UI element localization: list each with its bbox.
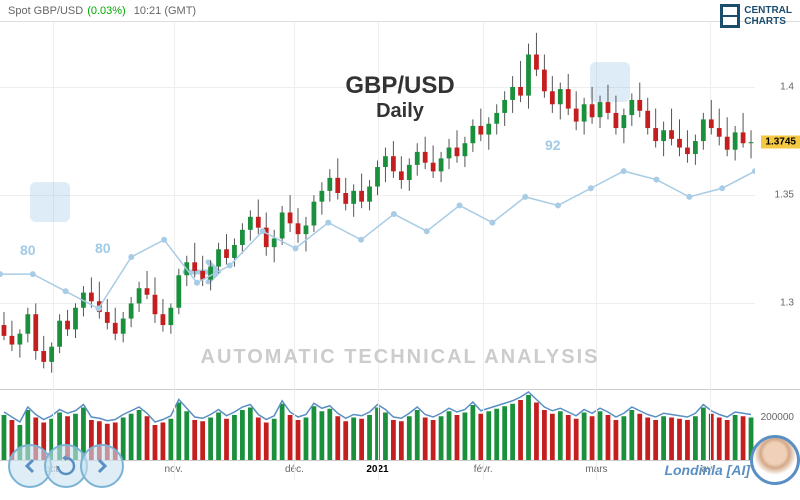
pct-change: (0.03%) (87, 5, 126, 17)
price-axis: 1.31.351.41.3745 (755, 22, 800, 389)
volume-tick: 200000 (761, 412, 794, 423)
instrument-label: Spot GBP/USD (8, 5, 83, 17)
timestamp: 10:21 (GMT) (134, 5, 196, 17)
londinia-label[interactable]: Londinia [AI] (664, 462, 750, 478)
ai-avatar-icon[interactable] (750, 435, 800, 485)
price-chart[interactable]: GBP/USD Daily AUTOMATIC TECHNICAL ANALYS… (0, 22, 800, 390)
nav-next-button[interactable] (80, 444, 124, 488)
candlestick-series (0, 22, 755, 390)
nav-controls (8, 444, 124, 488)
chart-header: Spot GBP/USD (0.03%) 10:21 (GMT) (0, 0, 800, 22)
